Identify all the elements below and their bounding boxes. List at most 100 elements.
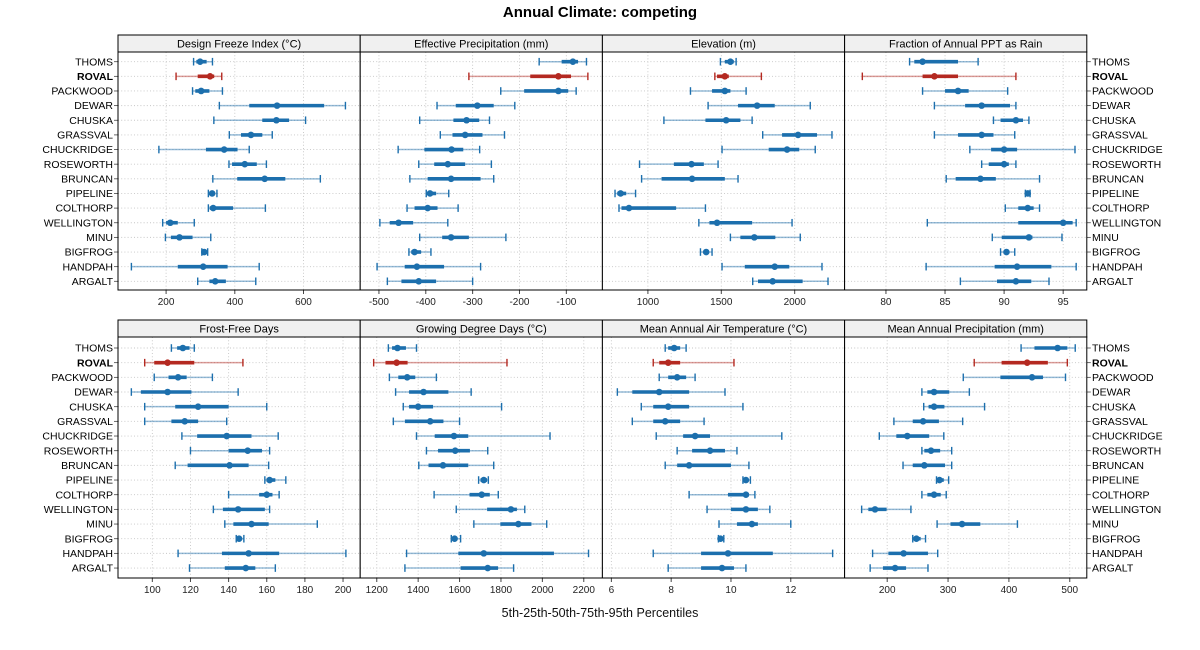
percentile-bar-thoms	[387, 344, 418, 352]
panel-mean-annual-air-temperature-c: Mean Annual Air Temperature (°C) 6 8 10 12	[601, 319, 846, 596]
row-label-right-roval: ROVAL	[1092, 71, 1129, 83]
percentile-bar-minu	[418, 233, 507, 242]
median-dot	[685, 462, 693, 469]
median-dot	[569, 58, 577, 65]
median-dot	[1054, 344, 1061, 352]
percentile-bar-thoms	[908, 57, 979, 66]
percentile-bar-thoms	[170, 344, 195, 352]
row-label-right-chuska: CHUSKA	[1092, 115, 1136, 127]
median-dot	[426, 190, 434, 197]
x-tick-label: 180	[297, 585, 314, 596]
percentile-bar-roval	[973, 358, 1069, 367]
percentile-bar-argalt	[752, 277, 829, 286]
row-label-right-minu: MINU	[1092, 232, 1119, 244]
row-label-left-argalt: ARGALT	[72, 563, 114, 575]
median-dot	[461, 131, 469, 139]
panel-mean-annual-precipitation-mm: Mean Annual Precipitation (mm) 200 300 400 5…	[844, 319, 1091, 596]
percentile-bar-chuska	[402, 402, 503, 411]
percentile-bar-argalt	[869, 564, 929, 572]
median-dot	[478, 491, 486, 499]
median-dot	[871, 506, 879, 513]
median-dot	[1013, 263, 1021, 270]
median-dot	[724, 550, 732, 557]
median-dot	[977, 175, 984, 183]
x-tick-label: 2000	[784, 297, 807, 308]
percentile-bar-minu	[718, 520, 792, 528]
median-dot	[179, 344, 187, 352]
percentile-bar-minu	[473, 520, 548, 528]
x-tick-label: 600	[295, 297, 312, 308]
percentile-bar-grassval	[893, 417, 964, 426]
row-label-right-bigfrog: BIGFROG	[1092, 533, 1140, 545]
median-dot	[927, 447, 935, 454]
percentile-bar-packwood	[962, 373, 1067, 382]
panel-border	[844, 51, 1088, 291]
median-dot	[742, 491, 750, 499]
percentile-bar-handpah	[871, 549, 939, 558]
row-label-right-wellington: WELLINGTON	[1092, 217, 1161, 229]
row-label-left-roval: ROVAL	[77, 357, 114, 369]
median-dot	[713, 219, 721, 227]
percentile-bar-argalt	[959, 277, 1050, 286]
percentile-bar-dewar	[218, 101, 347, 110]
x-tick-label: 300	[940, 585, 957, 596]
median-dot	[1003, 248, 1010, 256]
row-label-right-colthorp: COLTHORP	[1092, 203, 1150, 215]
median-dot	[771, 263, 779, 270]
x-tick-label: 2000	[531, 585, 554, 596]
median-dot	[1025, 234, 1033, 241]
median-dot	[420, 388, 427, 396]
percentile-bar-wellington	[161, 218, 195, 227]
panel-effective-precipitation-mm: Effective Precipitation (mm) -500 -400 -300…	[359, 34, 603, 308]
median-dot	[484, 564, 492, 572]
percentile-bar-packwood	[153, 373, 214, 382]
percentile-bar-chuska	[663, 116, 753, 125]
x-tick-label: 95	[1058, 297, 1070, 308]
percentile-bar-wellington	[926, 218, 1077, 227]
median-dot	[722, 116, 730, 124]
median-dot	[209, 204, 217, 212]
row-label-right-handpah: HANDPAH	[1092, 548, 1143, 560]
percentile-bar-roval	[175, 72, 223, 81]
percentile-bar-chuckridge	[158, 145, 250, 154]
percentile-bar-colthorp	[688, 490, 756, 499]
percentile-bar-grassval	[933, 131, 1016, 139]
row-label-left-minu: MINU	[86, 519, 113, 531]
median-dot	[617, 190, 624, 197]
row-label-right-packwood: PACKWOOD	[1092, 372, 1154, 384]
percentile-bar-bruncan	[409, 175, 495, 183]
median-dot	[903, 432, 911, 440]
panel-x-axis: 80 85 90 95	[880, 290, 1069, 308]
median-dot	[200, 248, 208, 256]
percentile-bar-argalt	[404, 564, 515, 572]
percentile-bar-handpah	[652, 549, 834, 558]
median-dot	[655, 388, 663, 396]
row-label-left-colthorp: COLTHORP	[55, 203, 113, 215]
row-label-right-dewar: DEWAR	[1092, 387, 1131, 399]
panel-strip-title: Mean Annual Air Temperature (°C)	[640, 324, 807, 336]
x-tick-label: 1800	[490, 585, 513, 596]
median-dot	[245, 550, 252, 557]
median-dot	[921, 462, 928, 469]
percentile-bar-roseworth	[638, 160, 719, 168]
x-tick-label: 1000	[637, 297, 660, 308]
median-dot	[742, 506, 750, 513]
panel-x-axis: 200 400 600	[158, 290, 312, 308]
percentile-bar-bruncan	[418, 461, 495, 470]
x-tick-label: 100	[144, 585, 161, 596]
percentile-bar-chuckridge	[721, 145, 816, 154]
percentile-bar-wellington	[212, 505, 271, 514]
median-dot	[439, 462, 447, 469]
median-dot	[515, 520, 522, 528]
median-dot	[1000, 146, 1008, 153]
percentile-bar-packwood	[689, 87, 747, 95]
percentile-bar-grassval	[439, 131, 506, 139]
percentile-bar-minu	[164, 233, 212, 242]
x-tick-label: 12	[785, 585, 797, 596]
x-tick-label: 8	[668, 585, 674, 596]
row-label-right-grassval: GRASSVAL	[1092, 130, 1148, 142]
median-dot	[164, 388, 171, 396]
percentile-bar-bruncan	[902, 461, 953, 470]
percentile-bar-thoms	[664, 344, 687, 352]
percentile-bar-chuska	[143, 402, 268, 411]
